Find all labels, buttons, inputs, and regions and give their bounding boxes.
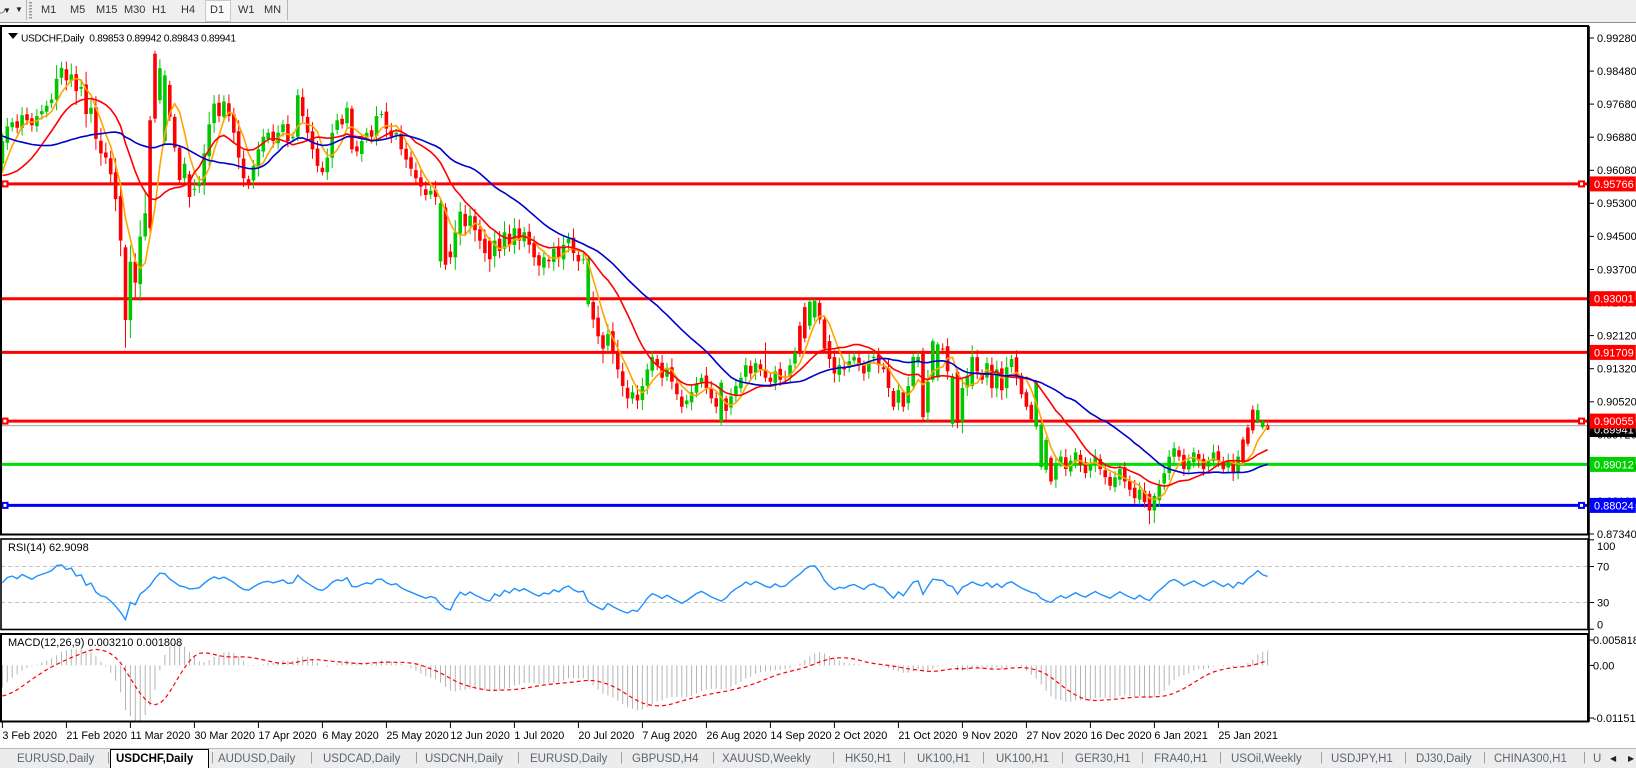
svg-text:0.89012: 0.89012 xyxy=(1594,459,1634,471)
svg-text:11 Mar 2020: 11 Mar 2020 xyxy=(130,730,190,742)
svg-text:0.95300: 0.95300 xyxy=(1597,198,1636,210)
svg-text:0.92120: 0.92120 xyxy=(1597,330,1636,342)
svg-text:21 Oct 2020: 21 Oct 2020 xyxy=(898,730,957,742)
svg-text:2 Oct 2020: 2 Oct 2020 xyxy=(834,730,887,742)
svg-text:USDCHF,Daily 0.89853 0.89942: USDCHF,Daily 0.89853 0.89942 0.89843 0.8… xyxy=(21,34,236,45)
svg-text:0.96080: 0.96080 xyxy=(1597,165,1636,177)
svg-text:6 Jan 2021: 6 Jan 2021 xyxy=(1154,730,1207,742)
svg-text:0.96880: 0.96880 xyxy=(1597,132,1636,144)
svg-text:0.00: 0.00 xyxy=(1593,660,1614,672)
svg-text:MACD(12,26,9) 0.003210 0.00180: MACD(12,26,9) 0.003210 0.001808 xyxy=(8,637,182,649)
svg-text:30: 30 xyxy=(1597,598,1609,610)
svg-text:0.90520: 0.90520 xyxy=(1597,397,1636,409)
svg-text:0.91709: 0.91709 xyxy=(1594,347,1634,359)
svg-text:-0.011510: -0.011510 xyxy=(1593,713,1636,725)
svg-text:0.88024: 0.88024 xyxy=(1594,500,1634,512)
svg-text:3 Feb 2020: 3 Feb 2020 xyxy=(2,730,57,742)
svg-text:0.93001: 0.93001 xyxy=(1594,294,1634,306)
svg-text:21 Feb 2020: 21 Feb 2020 xyxy=(66,730,127,742)
svg-text:RSI(14) 62.9098: RSI(14) 62.9098 xyxy=(8,542,89,554)
svg-text:0.93700: 0.93700 xyxy=(1597,264,1636,276)
svg-text:25 Jan 2021: 25 Jan 2021 xyxy=(1218,730,1277,742)
svg-text:7 Aug 2020: 7 Aug 2020 xyxy=(642,730,697,742)
svg-text:0.95766: 0.95766 xyxy=(1594,179,1634,191)
svg-text:12 Jun 2020: 12 Jun 2020 xyxy=(450,730,509,742)
svg-text:30 Mar 2020: 30 Mar 2020 xyxy=(194,730,255,742)
svg-text:70: 70 xyxy=(1597,562,1609,574)
svg-text:16 Dec 2020: 16 Dec 2020 xyxy=(1090,730,1151,742)
svg-text:0.87340: 0.87340 xyxy=(1597,529,1636,541)
svg-text:0.98480: 0.98480 xyxy=(1597,66,1636,78)
svg-text:20 Jul 2020: 20 Jul 2020 xyxy=(578,730,634,742)
svg-text:0.97680: 0.97680 xyxy=(1597,99,1636,111)
svg-text:0: 0 xyxy=(1597,620,1603,632)
svg-text:0.91320: 0.91320 xyxy=(1597,364,1636,376)
svg-text:0.99280: 0.99280 xyxy=(1597,33,1636,45)
svg-text:0.90055: 0.90055 xyxy=(1594,416,1634,428)
svg-text:0.005818: 0.005818 xyxy=(1593,635,1636,647)
svg-text:6 May 2020: 6 May 2020 xyxy=(322,730,378,742)
svg-text:1 Jul 2020: 1 Jul 2020 xyxy=(514,730,564,742)
svg-text:100: 100 xyxy=(1597,541,1615,553)
svg-text:9 Nov 2020: 9 Nov 2020 xyxy=(962,730,1017,742)
svg-text:26 Aug 2020: 26 Aug 2020 xyxy=(706,730,767,742)
svg-text:0.94500: 0.94500 xyxy=(1597,231,1636,243)
svg-text:27 Nov 2020: 27 Nov 2020 xyxy=(1026,730,1087,742)
svg-text:17 Apr 2020: 17 Apr 2020 xyxy=(258,730,316,742)
svg-text:14 Sep 2020: 14 Sep 2020 xyxy=(770,730,831,742)
svg-text:25 May 2020: 25 May 2020 xyxy=(386,730,448,742)
